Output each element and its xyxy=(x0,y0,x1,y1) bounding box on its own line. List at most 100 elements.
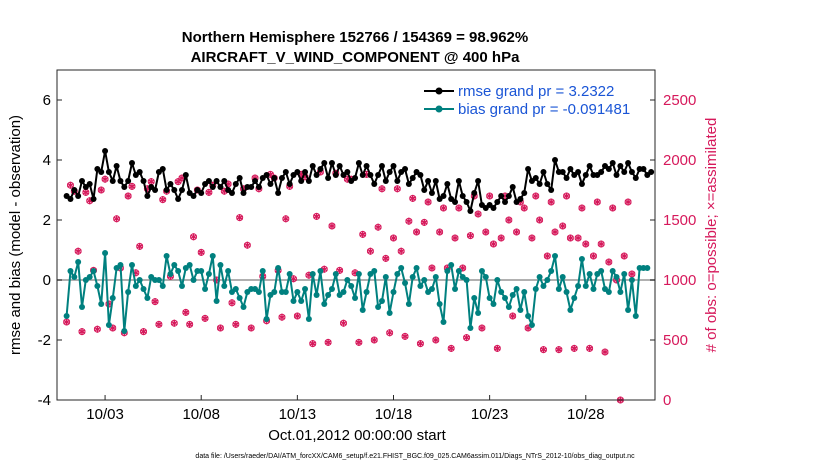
asterisk-stroke xyxy=(609,205,617,211)
asterisk-stroke xyxy=(505,217,513,223)
right-tick-label: 1500 xyxy=(663,212,696,229)
obs-assimilated-point xyxy=(609,204,617,212)
bias-point xyxy=(98,301,105,307)
obs-assimilated-point xyxy=(532,192,540,200)
bias-point xyxy=(290,298,297,304)
obs-assimilated-point xyxy=(401,332,409,340)
bias-point xyxy=(305,316,312,322)
bias-point xyxy=(102,250,109,256)
bias-point xyxy=(625,307,632,313)
bias-point xyxy=(348,283,355,289)
obs-assimilated-point xyxy=(628,270,636,278)
rmse-point xyxy=(502,199,509,205)
bias-point xyxy=(455,268,462,274)
rmse-point xyxy=(475,178,482,184)
rmse-point xyxy=(386,169,393,175)
obs-assimilated-point xyxy=(228,299,236,307)
rmse-point xyxy=(190,193,197,199)
rmse-point xyxy=(548,187,555,193)
legend: rmse grand pr = 3.2322 bias grand pr = -… xyxy=(424,83,630,118)
bias-point xyxy=(498,289,505,295)
asterisk-stroke xyxy=(620,253,628,259)
legend-rmse-label: rmse grand pr = 3.2322 xyxy=(458,83,614,100)
bias-point xyxy=(575,283,582,289)
asterisk-stroke xyxy=(417,341,424,346)
obs-assimilated-point xyxy=(155,320,163,328)
bias-point xyxy=(548,268,555,274)
asterisk-stroke xyxy=(601,349,609,355)
asterisk-stroke xyxy=(190,234,197,240)
asterisk-stroke xyxy=(547,199,555,205)
rmse-point xyxy=(321,160,328,166)
rmse-point xyxy=(317,166,324,172)
rmse-point xyxy=(359,172,366,178)
right-tick-label: 2000 xyxy=(663,152,696,169)
obs-assimilated-point xyxy=(543,252,551,260)
rmse-point xyxy=(586,163,593,169)
bias-point xyxy=(613,274,620,280)
asterisk-stroke xyxy=(497,235,505,241)
obs-assimilated-point xyxy=(432,336,440,344)
obs-assimilated-point xyxy=(186,320,194,328)
bias-point xyxy=(582,283,589,289)
x-tick-label: 10/18 xyxy=(375,406,413,423)
rmse-point xyxy=(117,178,124,184)
bias-point xyxy=(432,274,439,280)
asterisk-stroke xyxy=(186,322,194,327)
obs-assimilated-point xyxy=(370,336,378,344)
rmse-point xyxy=(75,193,82,199)
rmse-point xyxy=(505,193,512,199)
bias-point xyxy=(632,313,639,319)
bias-point xyxy=(325,292,332,298)
bias-point xyxy=(217,262,224,268)
bias-point xyxy=(86,274,93,280)
asterisk-stroke xyxy=(159,197,167,202)
rmse-point xyxy=(409,175,416,181)
chart-title-line2: AIRCRAFT_V_WIND_COMPONENT @ 400 hPa xyxy=(191,49,521,66)
rmse-point xyxy=(640,166,647,172)
asterisk-stroke xyxy=(197,250,205,255)
bias-point xyxy=(144,295,151,301)
bias-point xyxy=(555,286,562,292)
bias-point xyxy=(467,325,474,331)
obs-assimilated-point xyxy=(413,228,420,236)
obs-assimilated-point xyxy=(467,232,474,240)
obs-assimilated-point xyxy=(605,258,613,266)
x-tick-label: 10/13 xyxy=(279,406,317,423)
rmse-point xyxy=(236,175,243,181)
bias-point xyxy=(128,262,135,268)
left-tick-label: 0 xyxy=(43,272,51,289)
asterisk-stroke xyxy=(393,186,401,192)
left-axis: -4 -2 0 2 4 6 xyxy=(38,92,62,409)
rmse-point xyxy=(525,166,532,172)
bias-point xyxy=(63,313,70,319)
asterisk-stroke xyxy=(278,314,286,320)
bias-point xyxy=(67,268,74,274)
rmse-point xyxy=(598,169,605,175)
obs-assimilated-point xyxy=(420,218,428,226)
asterisk-stroke xyxy=(463,335,470,340)
bias-point xyxy=(213,298,220,304)
rmse-point xyxy=(617,163,624,169)
asterisk-stroke xyxy=(451,235,459,241)
obs-assimilated-point xyxy=(601,348,609,356)
rmse-point xyxy=(463,199,470,205)
asterisk-stroke xyxy=(147,179,155,184)
asterisk-stroke xyxy=(570,346,578,351)
bias-point xyxy=(417,283,424,289)
rmse-point xyxy=(163,187,170,193)
rmse-point xyxy=(494,199,501,205)
x-tick-label: 10/08 xyxy=(182,406,220,423)
bias-point xyxy=(75,259,82,265)
bias-point xyxy=(382,274,389,280)
left-tick-label: 4 xyxy=(43,152,51,169)
obs-assimilated-point xyxy=(540,346,547,354)
bias-point xyxy=(355,271,362,277)
bias-point xyxy=(486,295,493,301)
rmse-point xyxy=(471,190,478,196)
bias-point xyxy=(90,268,97,274)
asterisk-stroke xyxy=(428,265,436,271)
bias-point xyxy=(398,265,405,271)
asterisk-stroke xyxy=(336,268,344,273)
obs-assimilated-point xyxy=(586,344,594,352)
